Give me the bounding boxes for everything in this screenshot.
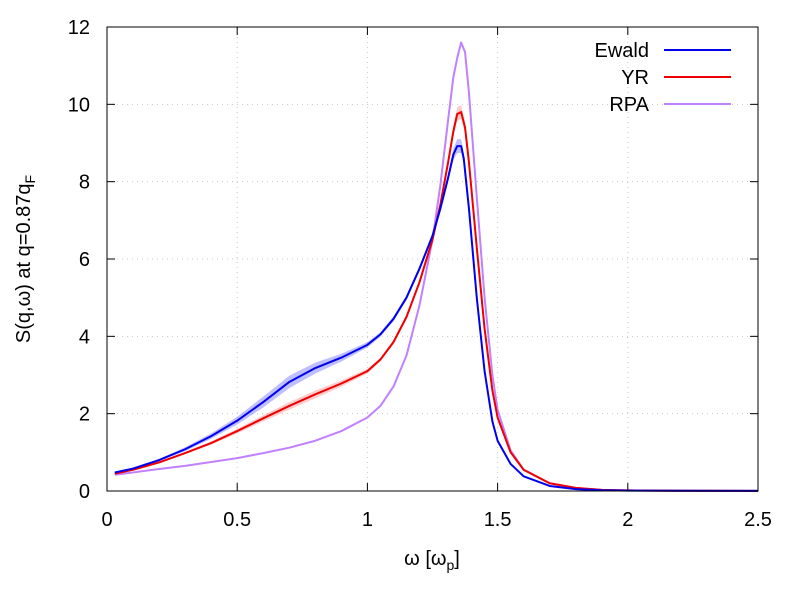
x-axis-title: ω [ωp]	[404, 548, 460, 573]
x-tick-label: 2.5	[744, 509, 772, 531]
x-tick-label: 0.5	[223, 509, 251, 531]
y-tick-label: 8	[79, 172, 90, 194]
y-axis-title-main: S(q,ω) at q=0.87q	[13, 183, 35, 343]
legend-label-rpa: RPA	[609, 94, 649, 116]
error-band-yr	[114, 105, 758, 491]
y-axis-title: S(q,ω) at q=0.87qF	[13, 175, 38, 343]
y-tick-label: 0	[79, 481, 90, 503]
tick-labels: 0 0.5 1 1.5 2 2.5 0 2 4 6 8 10 12	[68, 17, 772, 531]
series-lines	[114, 41, 759, 492]
x-tick-label: 1	[362, 509, 373, 531]
y-tick-label: 10	[68, 94, 90, 116]
x-axis-title-main: ω [ω	[404, 548, 446, 570]
legend-label-yr: YR	[621, 67, 649, 89]
error-band-ewald	[114, 139, 758, 491]
series-line-ewald	[114, 145, 759, 492]
series-line-yr	[114, 111, 759, 492]
x-tick-label: 1.5	[484, 509, 512, 531]
error-bands	[114, 105, 758, 491]
x-tick-label: 0	[101, 509, 112, 531]
y-axis-title-sub: F	[22, 175, 38, 184]
series-line-rpa	[114, 41, 759, 492]
x-axis-title-close: ]	[454, 548, 460, 570]
y-tick-label: 6	[79, 249, 90, 271]
x-tick-label: 2	[622, 509, 633, 531]
y-tick-label: 2	[79, 404, 90, 426]
legend-label-ewald: Ewald	[595, 40, 649, 62]
grid	[107, 27, 758, 491]
x-axis-title-sub: p	[446, 557, 454, 573]
y-tick-label: 4	[79, 326, 90, 348]
axis-ticks	[106, 26, 759, 492]
y-tick-label: 12	[68, 17, 90, 39]
legend: Ewald YR RPA	[595, 40, 731, 116]
